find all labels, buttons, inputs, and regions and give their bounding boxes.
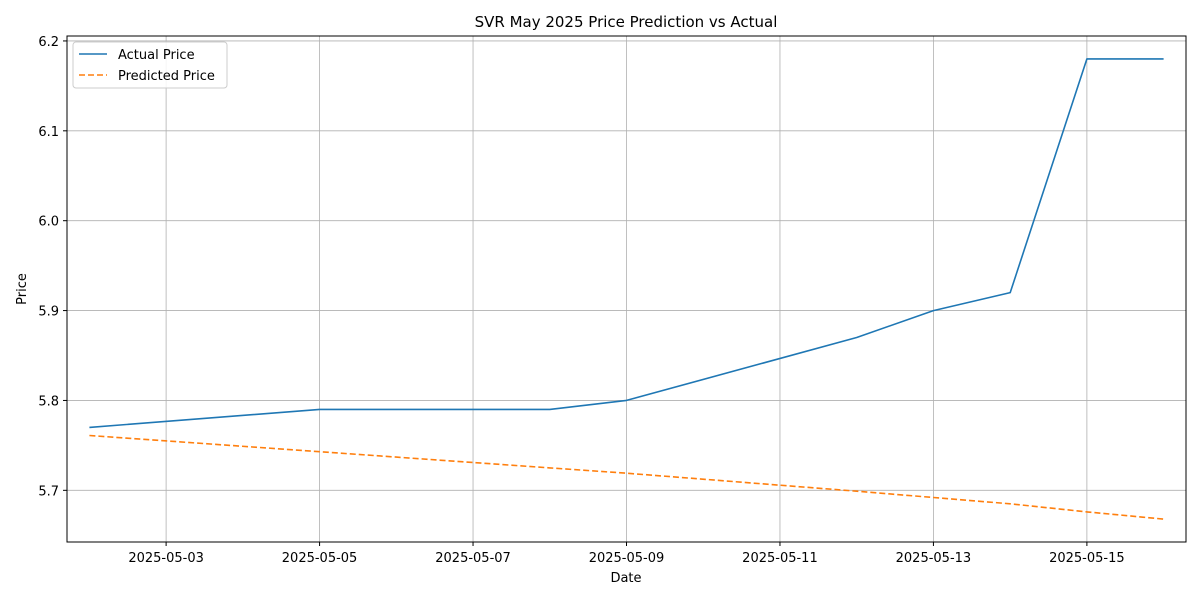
x-tick-label: 2025-05-11 xyxy=(742,551,818,566)
y-tick-label: 5.8 xyxy=(38,394,59,409)
y-tick-label: 6.0 xyxy=(38,215,59,230)
x-axis: 2025-05-03 2025-05-05 2025-05-07 2025-05-09… xyxy=(128,542,1125,566)
y-tick-label: 6.2 xyxy=(38,35,59,50)
x-tick-label: 2025-05-15 xyxy=(1049,551,1125,566)
x-tick-label: 2025-05-07 xyxy=(435,551,511,566)
legend: Actual Price Predicted Price xyxy=(72,41,228,89)
legend-label: Actual Price xyxy=(118,48,195,63)
series-line-actual xyxy=(89,58,1164,429)
legend-label: Predicted Price xyxy=(118,69,215,84)
y-tick-label: 5.7 xyxy=(38,484,59,499)
x-tick-label: 2025-05-13 xyxy=(896,551,972,566)
y-tick-label: 5.9 xyxy=(38,305,59,320)
series-layer xyxy=(89,58,1164,520)
y-tick-label: 6.1 xyxy=(38,125,59,140)
x-tick-label: 2025-05-09 xyxy=(589,551,665,566)
y-axis: 5.7 5.8 5.9 6.0 6.1 6.2 xyxy=(38,35,67,499)
grid-lines xyxy=(67,36,1186,542)
x-axis-label: Date xyxy=(610,571,641,586)
chart-title: SVR May 2025 Price Prediction vs Actual xyxy=(475,13,778,31)
series-line-predicted xyxy=(89,434,1164,520)
x-tick-label: 2025-05-05 xyxy=(282,551,358,566)
x-tick-label: 2025-05-03 xyxy=(128,551,204,566)
y-axis-label: Price xyxy=(15,273,30,305)
legend-box xyxy=(72,41,228,89)
